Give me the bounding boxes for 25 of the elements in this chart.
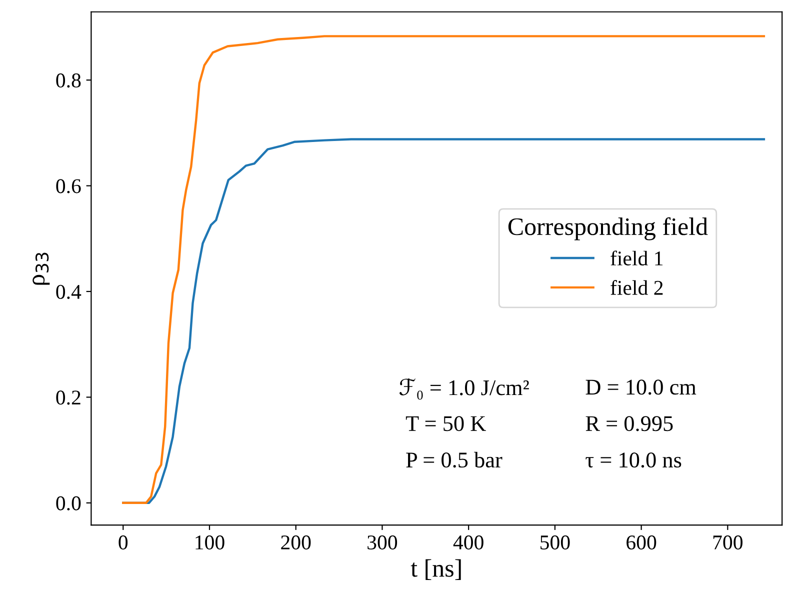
x-tick-label: 500 (540, 535, 570, 550)
legend-label: field 2 (610, 280, 663, 295)
x-tick-label: 700 (713, 535, 742, 550)
annotation: R = 0.995 (586, 416, 673, 432)
y-axis-title: ρ$_{33}$ (32, 252, 50, 285)
x-tick-label: 400 (453, 535, 484, 550)
legend-label: field 1 (610, 250, 663, 266)
x-tick-label: 300 (368, 535, 398, 550)
line-series (122, 35, 766, 504)
annotation: ℱ₀ = 1.0 J/cm² (400, 378, 529, 400)
x-tick-label: 100 (196, 535, 224, 550)
x-tick-label: 200 (281, 535, 311, 550)
x-tick-label: 0 (118, 535, 128, 550)
y-tick-label: 0.8 (56, 73, 81, 88)
x-tick-label: 600 (626, 535, 656, 550)
y-tick-label: 0.2 (56, 390, 80, 405)
annotation: P = 0.5 bar (406, 452, 502, 468)
y-tick-label: 0.6 (56, 179, 81, 194)
x-axis-title: t [ns] (410, 559, 461, 580)
annotation: τ = 10.0 ns (586, 452, 682, 468)
y-tick-label: 0.0 (56, 496, 81, 510)
legend-title: Corresponding field (508, 217, 708, 240)
annotation: T = 50 K (406, 416, 486, 432)
annotation: D = 10.0 cm (586, 380, 696, 395)
y-tick-label: 0.4 (56, 284, 82, 300)
